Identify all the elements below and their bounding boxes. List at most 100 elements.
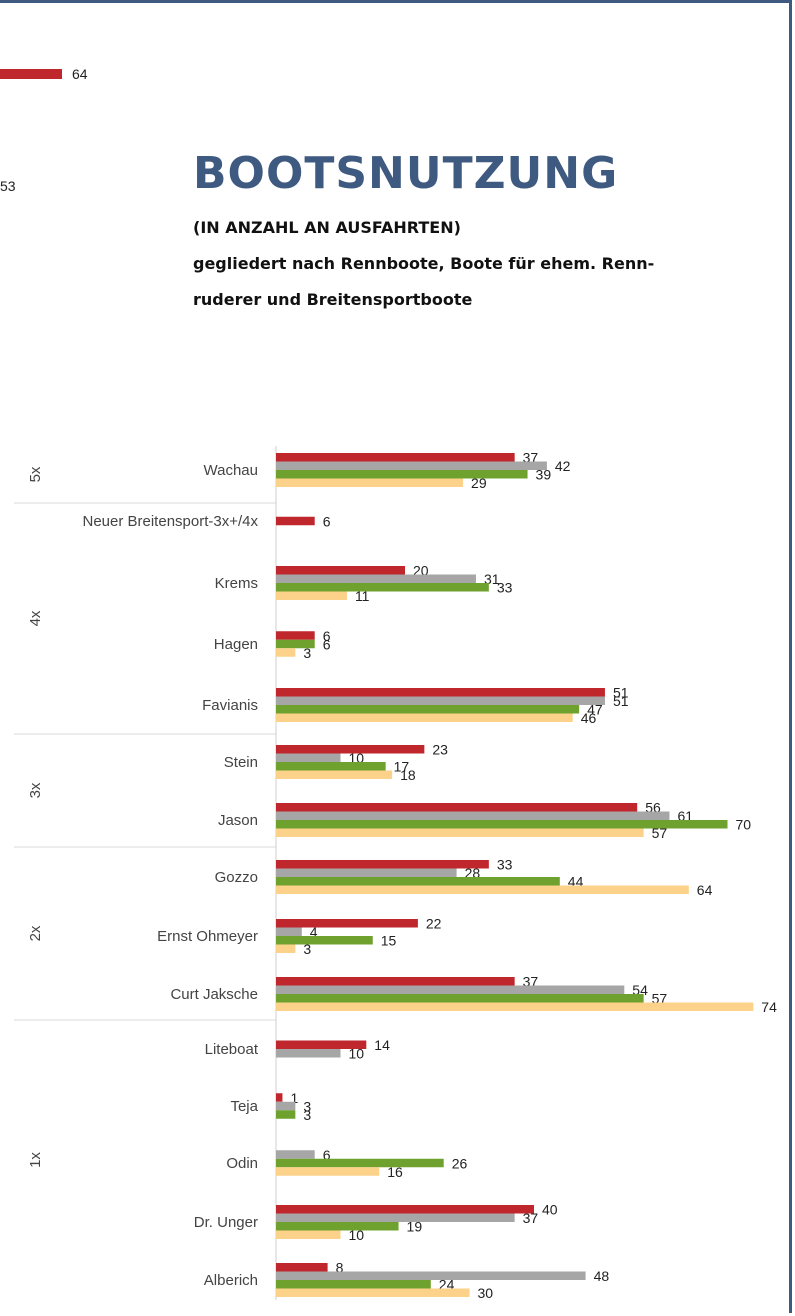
bar-series-1: [276, 1263, 328, 1272]
data-label: 48: [594, 1268, 610, 1284]
bar-series-2: [276, 461, 547, 470]
bar-series-1: [276, 688, 605, 697]
category-label: Dr. Unger: [194, 1214, 258, 1231]
chart-title: BOOTSNUTZUNG: [193, 148, 619, 199]
data-label: 51: [613, 685, 629, 701]
bar-series-4: [276, 713, 573, 722]
category-label: Hagen: [214, 636, 258, 653]
bar-series-2: [276, 1271, 586, 1280]
bar-series-2: [276, 985, 625, 994]
bar-series-2: [276, 753, 341, 762]
data-label: 15: [381, 933, 397, 949]
category-label: Krems: [215, 575, 258, 592]
previous-chart-value-2: 53: [0, 178, 16, 194]
bar-series-4: [276, 770, 393, 779]
bar-series-3: [276, 705, 580, 714]
category-label: Jason: [218, 812, 258, 829]
bar-series-1: [276, 1205, 534, 1214]
data-label: 6: [323, 636, 331, 652]
bar-series-4: [276, 1230, 341, 1239]
data-label: 16: [387, 1164, 403, 1180]
data-label: 42: [555, 458, 571, 474]
bar-series-3: [276, 877, 560, 886]
bar-series-1: [276, 803, 638, 812]
bar-series-4: [276, 478, 464, 487]
bar-series-3: [276, 936, 373, 945]
data-label: 39: [536, 467, 552, 483]
data-label: 3: [303, 1098, 311, 1114]
data-label: 33: [497, 580, 513, 596]
data-label: 47: [587, 702, 603, 718]
bar-series-2: [276, 1049, 341, 1058]
bar-series-1: [276, 453, 515, 462]
bar-series-3: [276, 470, 528, 479]
bar-series-1: [276, 566, 405, 575]
data-label: 46: [581, 710, 597, 726]
bar-series-2: [276, 1150, 315, 1159]
bar-series-3: [276, 1280, 431, 1289]
bar-series-3: [276, 994, 644, 1003]
bar-series-1: [276, 745, 425, 754]
previous-chart-bar: [0, 69, 62, 79]
bar-series-3: [276, 1222, 399, 1231]
bar-series-4: [276, 591, 347, 600]
group-label: 5x: [27, 466, 44, 482]
chart-description-line-2: ruderer und Breitensportboote: [193, 290, 473, 309]
chart-description-line-1: gegliedert nach Rennboote, Boote für ehe…: [193, 254, 655, 273]
group-label: 2x: [27, 925, 44, 941]
data-label: 22: [426, 916, 442, 932]
bar-series-1: [276, 919, 418, 928]
bar-series-4: [276, 885, 689, 894]
bar-series-2: [276, 1213, 515, 1222]
data-label: 40: [542, 1202, 558, 1218]
bar-series-3: [276, 820, 728, 829]
data-label: 70: [736, 817, 752, 833]
bar-series-3: [276, 1110, 296, 1119]
data-label: 57: [652, 825, 668, 841]
bar-series-1: [276, 631, 315, 640]
category-label: Neuer Breitensport-3x+/4x: [82, 513, 258, 530]
data-label: 19: [407, 1219, 423, 1235]
category-label: Stein: [224, 754, 258, 771]
data-label: 17: [394, 759, 410, 775]
bar-series-4: [276, 944, 296, 953]
category-label: Favianis: [202, 697, 258, 714]
bar-series-4: [276, 1002, 754, 1011]
bar-series-3: [276, 639, 315, 649]
bar-series-1: [276, 1093, 283, 1102]
group-label: 4x: [27, 610, 44, 626]
category-label: Teja: [230, 1098, 258, 1115]
bar-series-4: [276, 828, 644, 837]
bar-series-4: [276, 1288, 470, 1297]
data-label: 10: [349, 1227, 365, 1243]
bar-series-1: [276, 977, 515, 986]
category-label: Gozzo: [215, 869, 258, 886]
bar-series-1: [276, 860, 489, 869]
bar-series-2: [276, 696, 605, 705]
data-label: 29: [471, 475, 487, 491]
data-label: 11: [355, 588, 370, 604]
bar-series-4: [276, 648, 296, 657]
data-label: 51: [613, 693, 629, 709]
bar-series-2: [276, 868, 457, 877]
group-label: 1x: [27, 1152, 44, 1168]
category-label: Liteboat: [205, 1041, 259, 1058]
bar-series-4: [276, 1167, 380, 1176]
bar-series-1: [276, 1040, 367, 1049]
data-label: 23: [432, 742, 448, 758]
bar-series-2: [276, 574, 476, 583]
category-label: Odin: [226, 1155, 258, 1172]
category-label: Curt Jaksche: [170, 986, 258, 1003]
bar-series-2: [276, 1101, 296, 1111]
data-label: 6: [323, 1147, 331, 1163]
data-label: 37: [523, 1210, 539, 1226]
data-label: 10: [349, 1046, 365, 1062]
previous-chart-value-1: 64: [72, 66, 88, 82]
data-label: 26: [452, 1155, 468, 1171]
data-label: 74: [761, 999, 777, 1015]
bar-series-2: [276, 811, 670, 820]
category-label: Ernst Ohmeyer: [157, 928, 258, 945]
data-label: 3: [303, 645, 311, 661]
data-label: 8: [336, 1260, 344, 1276]
